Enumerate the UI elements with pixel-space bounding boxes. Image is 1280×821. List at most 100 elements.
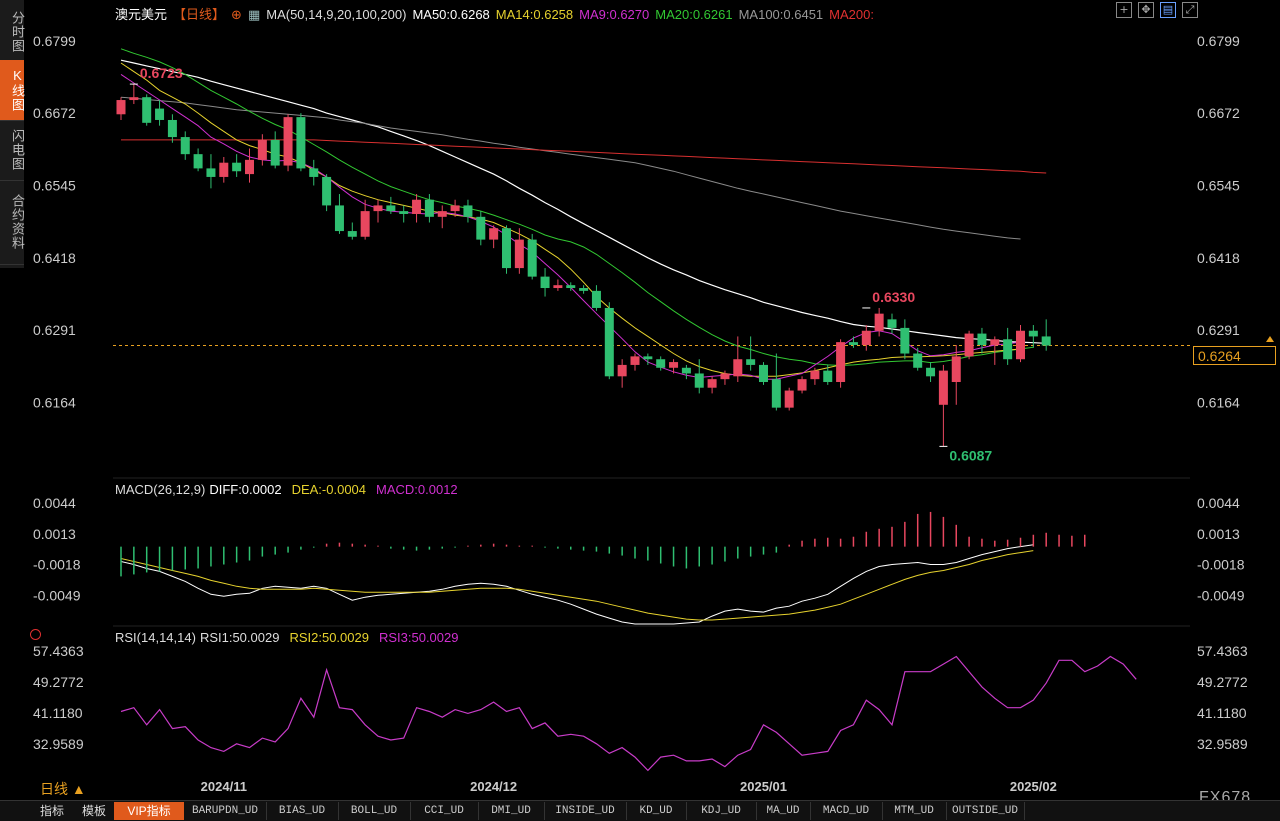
series-line-dea bbox=[120, 550, 1034, 621]
macd-tick-left: 0.0044 bbox=[33, 495, 76, 511]
symbol-label: 澳元美元 bbox=[115, 7, 168, 22]
candle-body bbox=[643, 356, 653, 360]
settings-icon[interactable]: ⊕ bbox=[231, 7, 242, 22]
ma9-value: MA9:0.6270 bbox=[579, 7, 650, 22]
candle-body bbox=[1003, 339, 1013, 360]
ma100-value: MA100:0.6451 bbox=[738, 7, 824, 22]
candle-body bbox=[591, 290, 601, 308]
ma-label: MA(50,14,9,20,100,200) bbox=[266, 7, 407, 22]
candle-body bbox=[553, 285, 563, 289]
price-tick-right: 0.6418 bbox=[1197, 250, 1240, 266]
candle-body bbox=[630, 356, 640, 365]
candle-body bbox=[694, 373, 704, 388]
rsi2-value: RSI2:50.0029 bbox=[289, 630, 369, 645]
indicator-icon[interactable]: ▦ bbox=[247, 7, 261, 22]
nav-item-3[interactable]: 合约资料 bbox=[0, 180, 25, 265]
candle-body bbox=[938, 370, 948, 405]
candle-body bbox=[566, 285, 576, 289]
macd-tick-right: -0.0049 bbox=[1197, 587, 1245, 603]
candle-body bbox=[797, 379, 807, 391]
rsi-tick-right: 41.1180 bbox=[1197, 705, 1247, 721]
candle-body bbox=[296, 117, 306, 169]
nav-item-1[interactable]: K线图 bbox=[0, 60, 25, 121]
candle-body bbox=[681, 367, 691, 374]
date-label: 2025/02 bbox=[1010, 779, 1057, 794]
indicator-tab[interactable]: MTM_UD bbox=[882, 802, 947, 820]
period-selector[interactable]: 【日线】 bbox=[173, 7, 226, 22]
bottom-tab-1[interactable]: 模板 bbox=[81, 804, 106, 818]
move-icon[interactable]: ✥ bbox=[1138, 2, 1154, 18]
candle-body bbox=[412, 199, 422, 214]
indicator-tab[interactable]: DMI_UD bbox=[478, 802, 545, 820]
nav-item-2[interactable]: 闪电图 bbox=[0, 120, 25, 181]
indicator-tab[interactable]: BARUPDN_UD bbox=[184, 802, 267, 820]
candle-body bbox=[1028, 330, 1038, 337]
rsi-target-icon[interactable] bbox=[30, 629, 41, 640]
price-tick-right: 0.6672 bbox=[1197, 105, 1240, 121]
candle-body bbox=[206, 168, 216, 177]
price-tick-left: 0.6672 bbox=[33, 105, 76, 121]
chart-icon[interactable]: ▤ bbox=[1160, 2, 1176, 18]
indicator-tab[interactable]: CCI_UD bbox=[410, 802, 479, 820]
candle-body bbox=[1041, 336, 1051, 346]
period-label[interactable]: 日线 ▲ bbox=[40, 779, 86, 799]
bottom-tab-0[interactable]: 指标 bbox=[39, 804, 64, 818]
macd-tick-right: 0.0013 bbox=[1197, 526, 1240, 542]
indicator-tab[interactable]: MA_UD bbox=[756, 802, 811, 820]
candle-body bbox=[514, 239, 524, 269]
candle-body bbox=[386, 205, 396, 212]
rsi-tick-left: 41.1180 bbox=[33, 705, 83, 721]
rsi1-value: RSI1:50.0029 bbox=[199, 630, 280, 645]
rsi-label: RSI(14,14,14) bbox=[115, 630, 196, 645]
indicator-tab[interactable]: KD_UD bbox=[626, 802, 687, 820]
indicator-tab[interactable]: BOLL_UD bbox=[338, 802, 411, 820]
candle-body bbox=[720, 373, 730, 380]
series-line-ma9 bbox=[120, 73, 1021, 380]
candle-body bbox=[309, 168, 319, 177]
indicator-tab[interactable]: MACD_UD bbox=[810, 802, 883, 820]
indicator-tab[interactable]: BIAS_UD bbox=[266, 802, 339, 820]
candle-body bbox=[270, 139, 280, 166]
candle-body bbox=[283, 117, 293, 166]
candle-body bbox=[463, 205, 473, 217]
price-tick-left: 0.6291 bbox=[33, 322, 76, 338]
expand-icon[interactable]: ⤢ bbox=[1182, 2, 1198, 18]
indicator-tab[interactable]: OUTSIDE_UD bbox=[946, 802, 1025, 820]
candle-body bbox=[437, 211, 447, 217]
candle-body bbox=[399, 211, 409, 214]
candle-body bbox=[245, 159, 254, 175]
candle-body bbox=[913, 353, 923, 368]
price-tick-right: 0.6291 bbox=[1197, 322, 1240, 338]
candle-body bbox=[990, 339, 1000, 345]
candle-body bbox=[373, 205, 383, 212]
rsi-tick-right: 49.2772 bbox=[1197, 674, 1248, 690]
macd-header: MACD(26,12,9) DIFF:0.0002 DEA:-0.0004 MACD:… bbox=[115, 482, 458, 497]
period-label-text: 日线 bbox=[40, 781, 68, 797]
rsi-tick-right: 57.4363 bbox=[1197, 643, 1248, 659]
bottom-toolbar: 指标 模板 VIP指标 BARUPDN_UD BIAS_UD BOLL_UD CCI_UD D… bbox=[0, 800, 1280, 821]
diff-value: DIFF:0.0002 bbox=[209, 482, 282, 497]
candle-body bbox=[155, 108, 165, 120]
bottom-tab-2[interactable]: VIP指标 bbox=[114, 802, 184, 820]
ma14-value: MA14:0.6258 bbox=[495, 7, 574, 22]
candle-body bbox=[489, 228, 499, 240]
candle-body bbox=[977, 333, 987, 345]
series-line-diff bbox=[120, 544, 1034, 625]
left-nav: 分时图 K线图 闪电图 合约资料 bbox=[0, 0, 25, 268]
ma50-value: MA50:0.6268 bbox=[412, 7, 490, 22]
date-label: 2024/12 bbox=[470, 779, 517, 794]
indicator-tab[interactable]: INSIDE_UD bbox=[544, 802, 627, 820]
indicator-tab[interactable]: KDJ_UD bbox=[686, 802, 757, 820]
macd-tick-left: -0.0018 bbox=[33, 557, 81, 573]
crosshair-icon[interactable]: + bbox=[1116, 2, 1132, 18]
candle-body bbox=[823, 370, 833, 383]
candle-body bbox=[180, 137, 190, 155]
candle-body bbox=[116, 100, 126, 115]
rsi-tick-left: 49.2772 bbox=[33, 674, 84, 690]
candle-body bbox=[219, 162, 229, 177]
candle-body bbox=[887, 319, 897, 328]
candle-body bbox=[874, 313, 884, 331]
price-tick-left: 0.6545 bbox=[33, 177, 76, 193]
candle-body bbox=[360, 211, 370, 237]
